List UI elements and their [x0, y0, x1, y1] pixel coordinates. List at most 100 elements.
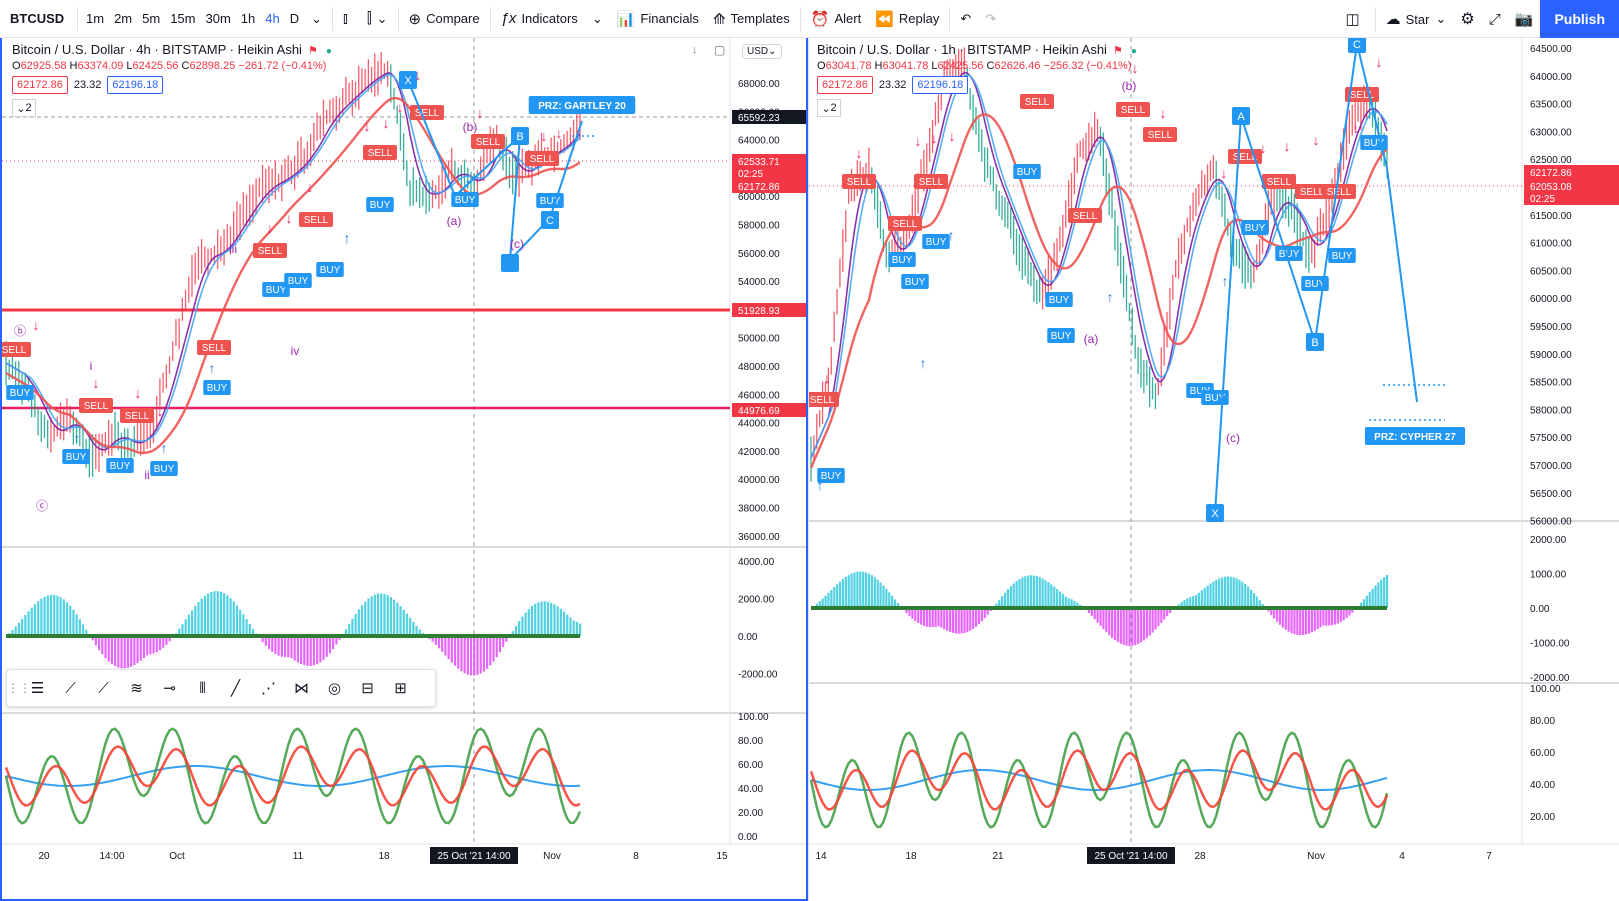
interval-dropdown[interactable]: ⌄	[304, 0, 329, 38]
redo-button[interactable]: ↷	[978, 0, 1003, 38]
sell-price-button[interactable]: 62172.86	[817, 76, 873, 94]
undo-button[interactable]: ↶	[953, 0, 978, 38]
sell-signal	[299, 212, 333, 227]
interval-button-4h[interactable]: 4h	[265, 11, 280, 26]
symbol-search[interactable]: BTCUSD	[10, 11, 65, 26]
histogram-bar	[1021, 577, 1024, 608]
interval-button-15m[interactable]: 15m	[170, 11, 196, 26]
sell-price-button[interactable]: 62172.86	[12, 76, 68, 94]
interval-button-30m[interactable]: 30m	[205, 11, 231, 26]
layout-name-button[interactable]: ☁ Star ⌄	[1379, 0, 1454, 38]
histogram-bar	[1287, 608, 1290, 632]
compare-button[interactable]: ⊕ Compare	[402, 0, 487, 38]
interval-button-1m[interactable]: 1m	[86, 11, 105, 26]
left-chart-pane[interactable]: 68000.0066000.0064000.0062000.0060000.00…	[0, 38, 808, 901]
buy-signal-text: BUY	[1190, 386, 1211, 397]
time-axis-label: 7	[1486, 851, 1492, 862]
histogram-bar	[562, 611, 566, 636]
right-chart-pane[interactable]: 64500.00 64000.00 63500.00 63000.00 62500.00…	[808, 38, 1619, 901]
left-chart-title: Bitcoin / U.S. Dollar · 4h · BITSTAMP · …	[12, 42, 302, 57]
xabcd-pattern-icon[interactable]: ⋈	[294, 680, 309, 697]
histogram-bar	[1027, 575, 1030, 608]
ohlc-label: C	[986, 60, 995, 72]
fullscreen-button[interactable]: ⤢	[1482, 0, 1508, 38]
buy-signal-text: BUY	[370, 200, 391, 211]
alert-button[interactable]: ⏰ Alert	[804, 0, 868, 38]
pattern-point-marker	[1206, 504, 1224, 522]
histogram-bar	[309, 636, 312, 666]
histogram-bar	[325, 636, 328, 657]
horizontal-ray-icon[interactable]: ⊸	[163, 680, 176, 697]
price-axis-label: 50000.00	[738, 334, 780, 345]
price-axis-label: 61500.00	[1530, 211, 1572, 222]
price-badge	[732, 154, 806, 168]
settings-button[interactable]: ⚙	[1453, 0, 1481, 38]
layout-button[interactable]: ◫	[1338, 0, 1371, 38]
buy-price-button[interactable]: 62196.18	[107, 76, 164, 94]
left-chart-canvas[interactable]: 68000.0066000.0064000.0062000.0060000.00…	[2, 38, 808, 901]
histogram-bar	[1386, 575, 1389, 608]
down-arrow-icon: ↓	[93, 375, 100, 391]
histogram-bar	[859, 571, 862, 608]
abcd-pattern-icon[interactable]: ⟋	[65, 679, 76, 697]
drag-handle-icon[interactable]: ⋮⋮	[7, 681, 31, 695]
sell-signal-text: SELL	[1025, 97, 1050, 108]
long-position-icon[interactable]: ⊟	[361, 680, 374, 697]
histogram-bar	[1015, 581, 1018, 608]
histogram-bar	[1261, 603, 1264, 608]
maximize-icon[interactable]: ▢	[714, 43, 726, 57]
down-arrow-icon[interactable]: ↓	[692, 44, 698, 56]
collapse-indicators-button[interactable]: ⌄ 2	[817, 99, 841, 117]
candle-style-button[interactable]: ⫿ ⌄	[360, 0, 395, 38]
histogram-bar	[972, 608, 975, 629]
rsi-axis-label: 60.00	[738, 760, 763, 771]
histogram-bar	[940, 608, 943, 628]
interval-button-1h[interactable]: 1h	[240, 11, 256, 26]
histogram-bar	[46, 595, 49, 636]
histogram-bar	[322, 636, 325, 660]
histogram-bar	[853, 572, 856, 608]
histogram-bar	[891, 595, 894, 608]
rsi-axis-label: 20.00	[738, 808, 763, 819]
trend-line-icon[interactable]: ⟋	[98, 679, 109, 697]
elliott-wave-icon[interactable]: ⋰	[261, 680, 276, 697]
histogram-bar	[219, 591, 223, 636]
time-axis-label: 14	[815, 851, 827, 862]
price-badge-label: 51928.93	[738, 306, 780, 317]
histogram-bar	[261, 636, 264, 643]
histogram-bar	[966, 608, 969, 633]
fib-spiral-icon[interactable]: ◎	[327, 680, 342, 697]
fib-channel-icon[interactable]: ≋	[130, 680, 143, 697]
sell-signal-text: SELL	[810, 395, 835, 406]
histogram-bar	[495, 636, 498, 658]
horizontal-lines-icon[interactable]: ☰	[30, 680, 45, 697]
snapshot-button[interactable]: 📷	[1508, 0, 1541, 38]
buy-signal	[1275, 246, 1303, 261]
templates-button[interactable]: ⟰ Templates	[706, 0, 797, 38]
replay-button[interactable]: ⏪ Replay	[868, 0, 946, 38]
interval-button-2m[interactable]: 2m	[114, 11, 133, 26]
interval-button-D[interactable]: D	[289, 11, 300, 26]
pattern-point-label: X	[1211, 508, 1219, 520]
collapse-indicators-button[interactable]: ⌄ 2	[12, 99, 36, 117]
crosshair-time-badge	[430, 847, 518, 864]
interval-button-5m[interactable]: 5m	[142, 11, 161, 26]
histogram-bar	[184, 619, 187, 636]
indicators-dropdown[interactable]: ⌄	[585, 0, 610, 38]
ray-icon[interactable]: ╱	[230, 680, 241, 697]
financials-button[interactable]: 📊 Financials	[610, 0, 706, 38]
short-position-icon[interactable]: ⊞	[394, 680, 407, 697]
buy-price-button[interactable]: 62196.18	[912, 76, 969, 94]
histogram-bar	[911, 608, 914, 619]
histogram-bar	[402, 609, 405, 636]
bar-style-button[interactable]: ⫾	[336, 0, 360, 38]
histogram-bar	[210, 591, 213, 636]
fib-time-icon[interactable]: ⦀	[199, 679, 206, 697]
right-chart-canvas[interactable]: 64500.00 64000.00 63500.00 63000.00 62500.00…	[809, 38, 1619, 901]
histogram-bar	[998, 599, 1001, 608]
publish-button[interactable]: Publish	[1540, 0, 1619, 38]
indicators-button[interactable]: ƒx Indicators	[494, 0, 585, 38]
currency-button[interactable]: USD⌄	[742, 44, 782, 59]
histogram-bar	[364, 601, 367, 636]
histogram-bar	[1012, 583, 1015, 608]
